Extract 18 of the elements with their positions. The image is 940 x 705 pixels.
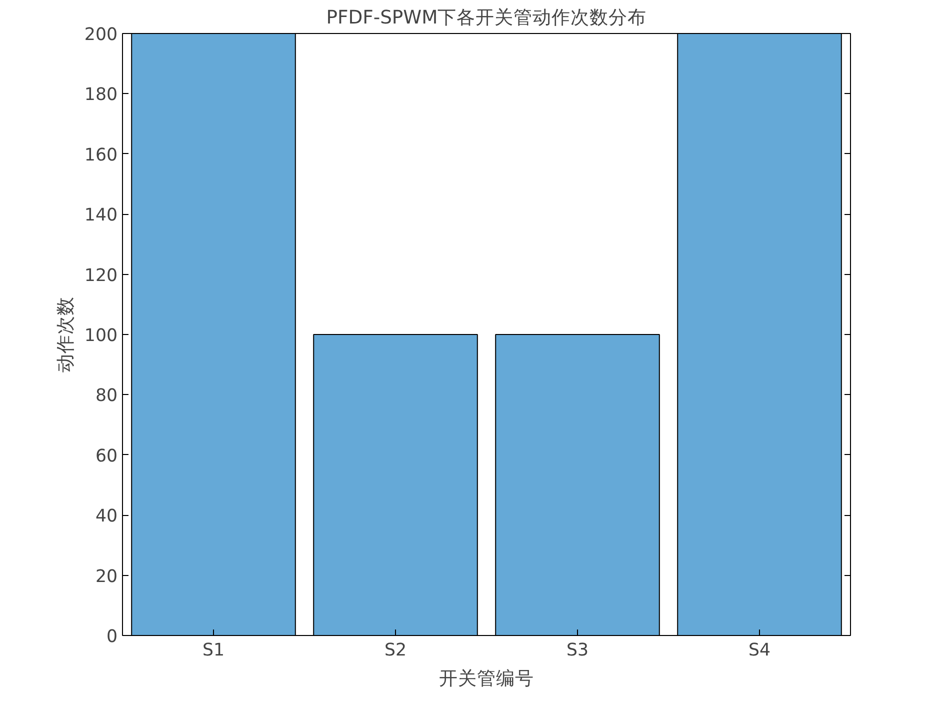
x-tick-label: S3 [566, 640, 589, 660]
y-tick-label: 40 [95, 506, 118, 527]
x-tick-label: S2 [384, 640, 407, 660]
y-tick-label: 140 [84, 206, 118, 226]
y-tick-label: 0 [106, 627, 118, 647]
y-tick-label: 180 [84, 85, 118, 106]
y-tick-label: 80 [95, 386, 118, 406]
y-tick-label: 60 [95, 446, 118, 466]
x-tick-label: S4 [748, 640, 771, 660]
y-tick-label: 20 [95, 566, 118, 587]
y-tick-label: 160 [84, 145, 118, 166]
y-tick-label: 200 [84, 25, 118, 45]
x-tick-label: S1 [202, 640, 225, 660]
y-tick-label: 100 [84, 326, 118, 346]
chart-title: PFDF-SPWM下各开关管动作次数分布 [326, 8, 647, 28]
x-axis-title: 开关管编号 [439, 668, 534, 690]
y-axis-title: 动作次数 [55, 296, 76, 372]
y-tick-label: 120 [84, 266, 118, 286]
